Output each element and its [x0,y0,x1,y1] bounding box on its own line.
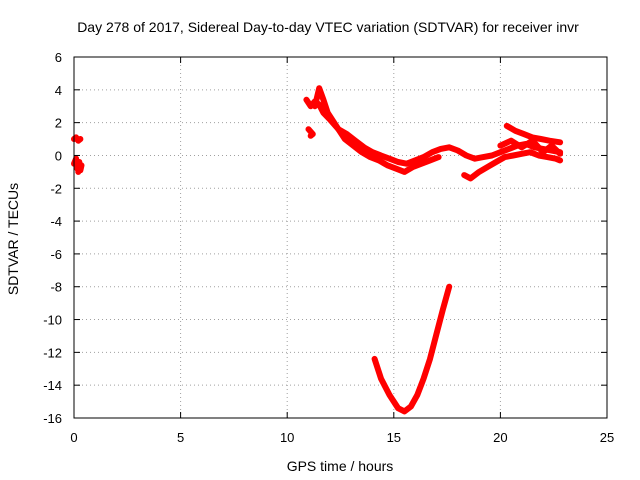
y-axis-label: SDTVAR / TECUs [5,183,21,295]
y-tick-label: -8 [50,280,62,295]
y-tick-label: -14 [43,378,62,393]
y-tick-label: 6 [55,50,62,65]
y-tick-label: -12 [43,345,62,360]
x-tick-label: 20 [493,430,507,445]
y-tick-label: -10 [43,313,62,328]
series-line-segment [503,122,564,146]
series-line-segment [371,283,453,415]
y-tick-label: 2 [55,116,62,131]
y-tick-label: -16 [43,411,62,426]
series-line-segment [71,134,84,144]
series-line-segment [311,85,442,175]
y-tick-label: 0 [55,148,62,163]
y-tick-label: 4 [55,83,62,98]
series-line-segment [305,126,316,139]
series-line-segment [497,137,564,157]
x-tick-label: 25 [600,430,614,445]
x-tick-label: 10 [280,430,294,445]
x-tick-label: 0 [70,430,77,445]
series-line-segment [71,155,85,175]
series-line-segment [461,149,564,182]
y-tick-label: -4 [50,214,62,229]
x-tick-label: 15 [387,430,401,445]
y-tick-label: -6 [50,247,62,262]
series-group [71,85,564,415]
y-tick-label: -2 [50,181,62,196]
chart-title: Day 278 of 2017, Sidereal Day-to-day VTE… [77,19,579,35]
x-tick-label: 5 [177,430,184,445]
plot-frame [73,56,608,419]
axis-ticks: 0 5 10 15 20 25 -16 -14 -12 -10 -8 -6 -4 -2 0 2 4 6 [43,50,614,445]
x-axis-label: GPS time / hours [287,458,394,474]
grid [74,57,607,418]
